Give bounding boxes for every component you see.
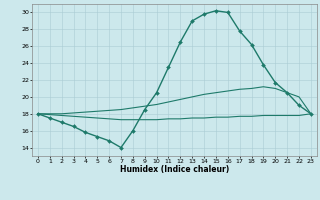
X-axis label: Humidex (Indice chaleur): Humidex (Indice chaleur) xyxy=(120,165,229,174)
